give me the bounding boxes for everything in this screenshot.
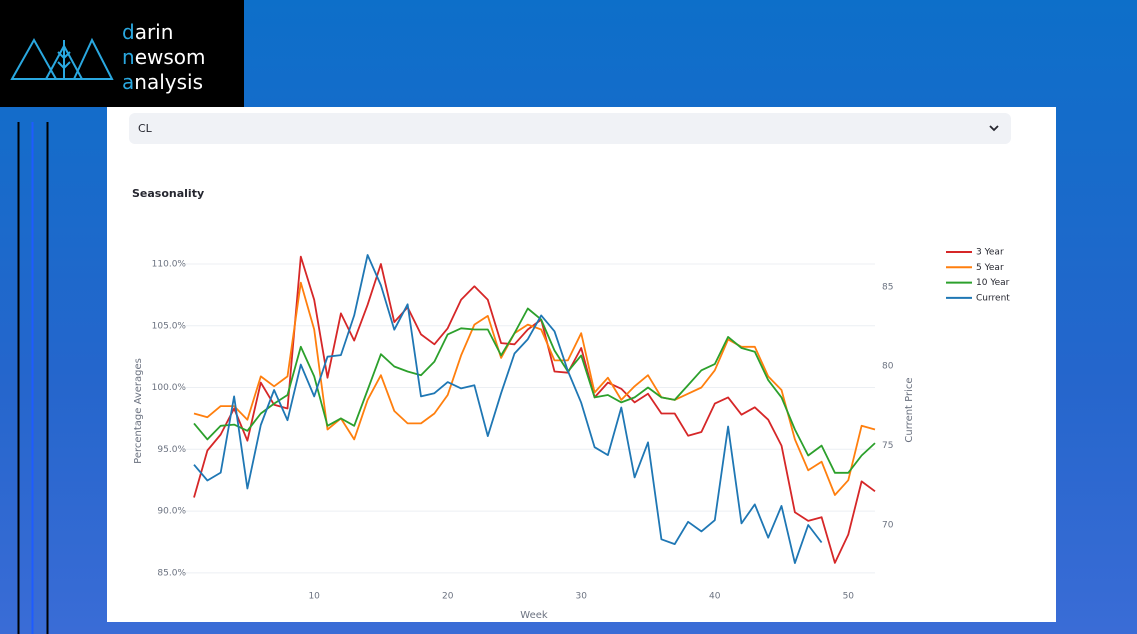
x-tick-label: 20 [442,592,454,602]
y-tick-label: 110.0% [152,260,187,270]
logo-text: analysis [122,70,203,94]
series-line [193,255,876,564]
legend-label: 3 Year [976,248,1004,258]
y2-tick-label: 80 [882,362,894,372]
x-tick-label: 40 [709,592,721,602]
panel [107,107,1056,622]
selector[interactable]: CL [129,113,1011,144]
y-tick-label: 90.0% [157,507,186,517]
y2-tick-label: 85 [882,282,893,292]
y2-tick-label: 70 [882,521,894,531]
legend: 3 Year 5 Year 10 Year Current [946,248,1010,303]
series-line [193,307,876,474]
legend-label: Current [976,293,1010,303]
y-tick-label: 100.0% [152,383,187,393]
y-tick-label: 95.0% [157,445,186,455]
y-axis-title: Percentage Averages [133,358,144,464]
x-tick-label: 10 [308,592,320,602]
logo-text: darin [122,20,173,44]
y-tick-label: 85.0% [157,568,186,578]
x-axis-title: Week [520,610,548,621]
legend-label: 10 Year [976,278,1010,288]
legend-label: 5 Year [976,263,1004,273]
series-line [193,254,823,564]
logo-icon [10,37,114,80]
y-tick-label: 105.0% [152,321,187,331]
chart-title: Seasonality [132,187,204,200]
selector-value: CL [138,122,153,135]
chevron [989,125,999,132]
y2-tick-label: 75 [882,441,893,451]
y2-axis-title: Current Price [904,377,915,442]
x-tick-label: 50 [843,592,855,602]
selector-box[interactable] [129,113,1011,144]
logo-text: newsom [122,45,206,69]
x-tick-label: 30 [576,592,588,602]
